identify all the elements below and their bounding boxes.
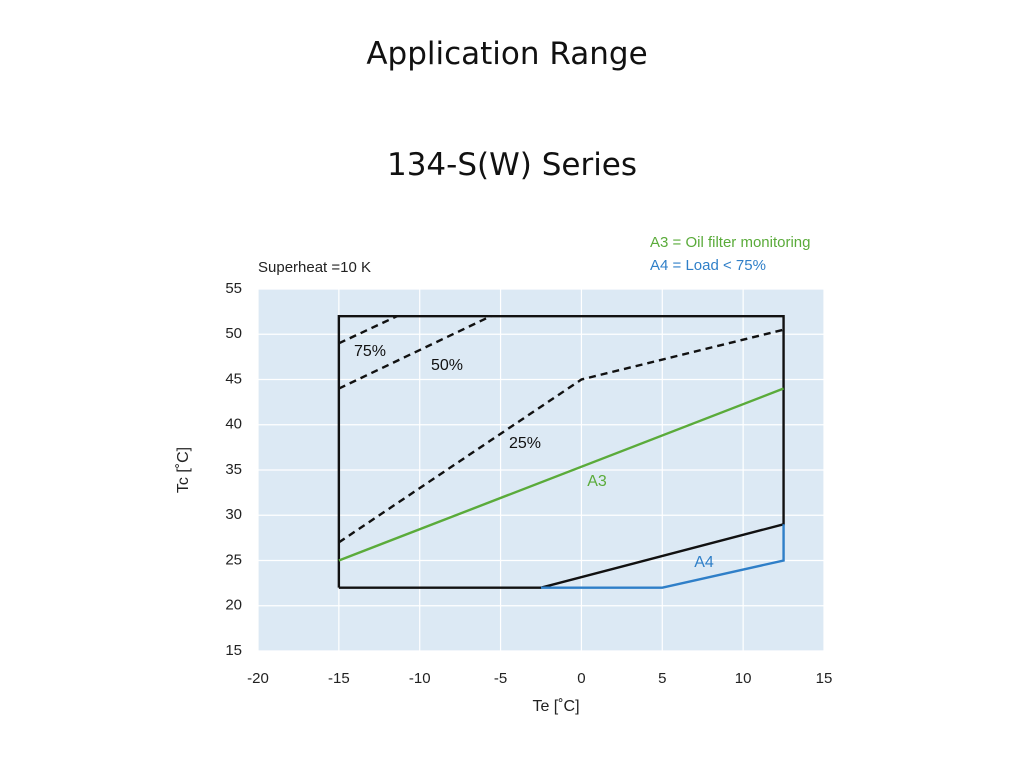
series-line xyxy=(541,524,785,589)
y-axis-label: Tc [˚C] xyxy=(175,447,192,493)
annotation: Superheat =10 K xyxy=(258,259,371,276)
y-tick-label: 50 xyxy=(225,325,242,342)
y-tick-label: 40 xyxy=(225,416,242,433)
y-tick-label: 20 xyxy=(225,597,242,614)
y-tick-label: 30 xyxy=(225,506,242,523)
x-tick-label: -10 xyxy=(409,670,431,687)
legend-note: A3 = Oil filter monitoring xyxy=(650,234,810,251)
x-tick-label: 10 xyxy=(735,670,752,687)
series-label: 25% xyxy=(509,435,541,452)
y-tick-label: 45 xyxy=(225,370,242,387)
y-tick-label: 25 xyxy=(225,551,242,568)
x-tick-label: -5 xyxy=(494,670,507,687)
y-tick-label: 55 xyxy=(225,280,242,297)
page-subtitle: 134-S(W) Series xyxy=(387,147,637,183)
page-title: Application Range xyxy=(366,36,647,72)
series-label: 50% xyxy=(431,357,463,374)
series-line xyxy=(337,314,785,589)
series-label: 75% xyxy=(354,343,386,360)
legend-note: A4 = Load < 75% xyxy=(650,257,766,274)
x-tick-label: -15 xyxy=(328,670,350,687)
x-tick-label: 15 xyxy=(816,670,833,687)
y-tick-label: 35 xyxy=(225,461,242,478)
x-tick-label: 0 xyxy=(577,670,585,687)
x-tick-label: 5 xyxy=(658,670,666,687)
series-label: A3 xyxy=(587,473,607,490)
series-line xyxy=(338,315,398,345)
series-line xyxy=(338,315,492,390)
x-tick-label: -20 xyxy=(247,670,269,687)
series-line xyxy=(338,328,784,544)
x-axis-label: Te [˚C] xyxy=(532,698,579,715)
series-line xyxy=(338,387,785,562)
y-tick-label: 15 xyxy=(225,642,242,659)
series-label: A4 xyxy=(694,554,714,571)
